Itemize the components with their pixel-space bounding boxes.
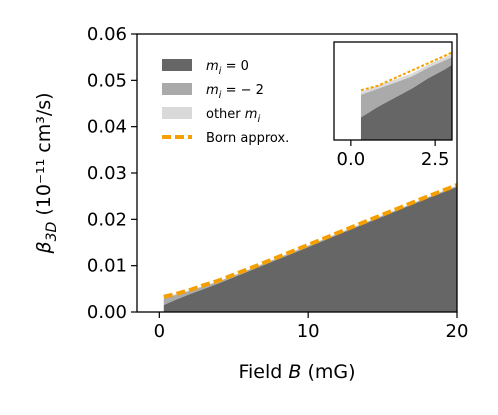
legend-label: other mi [206, 107, 260, 125]
legend: mi = 0 mi = − 2 other mi Born approx. [162, 59, 289, 146]
y-tick-label: 0.05 [87, 70, 127, 91]
inset-area-series-0 [360, 64, 452, 140]
inset-x-tick-label: 0.0 [337, 149, 366, 170]
legend-swatch [162, 59, 192, 71]
y-tick-label: 0.00 [87, 302, 127, 323]
y-tick-label: 0.02 [87, 209, 127, 230]
main-plot-area: 0 10 20 0.00 0.01 0.02 0.03 0.04 0.05 0.06 Field B… [33, 24, 468, 383]
inset-area-series-2 [360, 54, 452, 95]
main-area-series-0 [163, 186, 458, 312]
x-axis-label: Field B (mG) [238, 361, 355, 383]
y-tick-label: 0.06 [87, 24, 127, 45]
x-tick-label: 20 [446, 321, 469, 342]
legend-label: mi = − 2 [206, 83, 264, 101]
main-born-line [163, 183, 458, 299]
y-tick-label: 0.01 [87, 256, 127, 277]
inset-plot-area: 0.0 2.5 [333, 41, 453, 170]
y-tick-label: 0.04 [87, 117, 127, 138]
legend-swatch [162, 107, 192, 119]
inset-born-line [360, 51, 453, 92]
x-tick-label: 0 [154, 321, 165, 342]
y-tick-label: 0.03 [87, 163, 127, 184]
legend-swatch [162, 83, 192, 95]
inset-x-tick-label: 2.5 [421, 149, 450, 170]
legend-label: Born approx. [206, 131, 289, 146]
inset-frame [333, 41, 453, 141]
y-axis-label: β3D (10⁻¹¹ cm³/s) [33, 92, 60, 254]
inset-area-series-1 [360, 57, 452, 118]
x-tick-label: 10 [297, 321, 320, 342]
legend-label: mi = 0 [206, 59, 249, 77]
